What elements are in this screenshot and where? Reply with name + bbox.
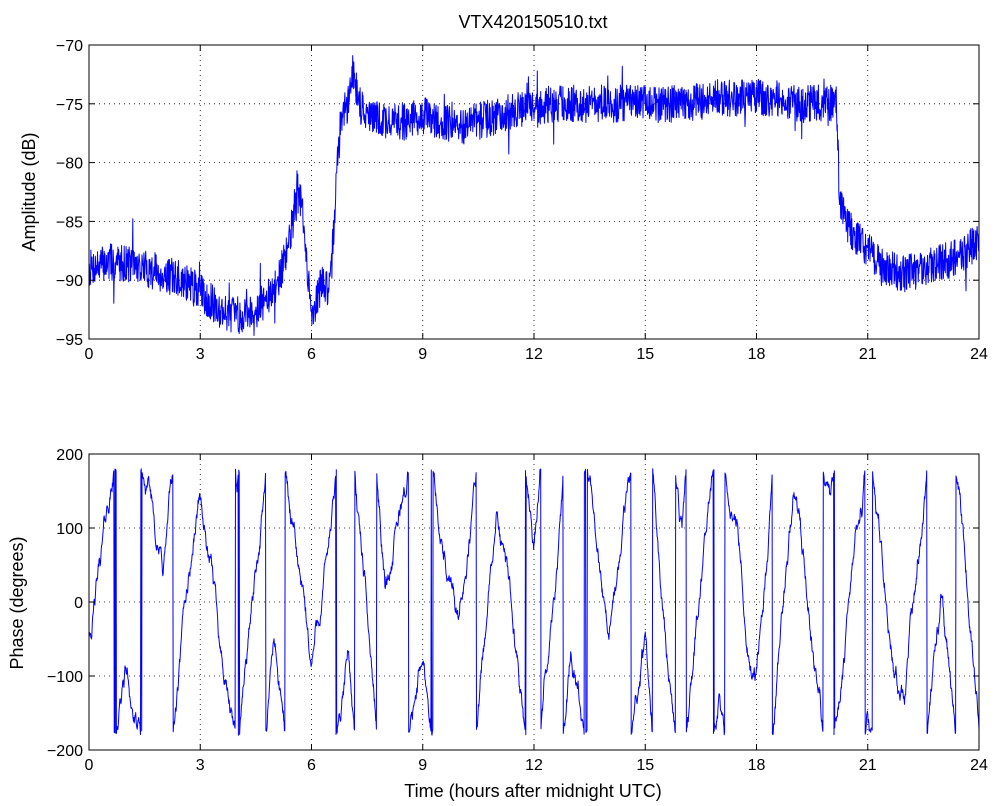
amplitude-ytick-label: −90	[56, 273, 83, 290]
amplitude-ytick-label: −75	[56, 97, 83, 114]
phase-trace-layer	[88, 468, 980, 736]
phase-series-line	[88, 468, 980, 736]
phase-ytick-label: 0	[74, 595, 83, 612]
amplitude-frame	[88, 44, 980, 340]
amplitude-ytick-label: −70	[56, 38, 83, 55]
amplitude-xtick-label: 21	[859, 346, 877, 363]
phase-axes: 0 3 6 9 12 15 18 21 24 −200 −100 0 100 200 Time (hour…	[7, 447, 988, 801]
amplitude-xtick-label: 12	[525, 346, 543, 363]
phase-xtick-label: 24	[970, 757, 988, 774]
phase-ticks: 0 3 6 9 12 15 18 21 24 −200 −100 0 100 200	[47, 447, 988, 774]
phase-ytick-label: 200	[56, 447, 83, 464]
phase-ylabel: Phase (degrees)	[7, 536, 27, 669]
amplitude-axes: 0 3 6 9 12 15 18 21 24 −95 −90 −85 −80 −75 −70 VTX4201…	[19, 12, 988, 363]
phase-ytick-label: −200	[47, 743, 83, 760]
amplitude-series-line	[88, 55, 980, 336]
phase-xtick-label: 3	[196, 757, 205, 774]
amplitude-xtick-label: 6	[307, 346, 316, 363]
amplitude-trace-layer	[88, 55, 980, 336]
chart-title: VTX420150510.txt	[458, 12, 607, 32]
amplitude-xtick-label: 15	[636, 346, 654, 363]
phase-xtick-label: 18	[748, 757, 766, 774]
phase-ytick-label: 100	[56, 521, 83, 538]
phase-ytick-label: −100	[47, 669, 83, 686]
amplitude-xtick-label: 0	[85, 346, 94, 363]
amplitude-xtick-label: 9	[418, 346, 427, 363]
amplitude-ticks: 0 3 6 9 12 15 18 21 24 −95 −90 −85 −80 −75 −70	[56, 38, 988, 363]
amplitude-xtick-label: 24	[970, 346, 988, 363]
phase-xtick-label: 12	[525, 757, 543, 774]
amplitude-ytick-label: −85	[56, 214, 83, 231]
phase-xtick-label: 0	[85, 757, 94, 774]
phase-xtick-label: 9	[418, 757, 427, 774]
phase-xlabel: Time (hours after midnight UTC)	[404, 781, 661, 801]
amplitude-ytick-label: −95	[56, 332, 83, 349]
phase-xtick-label: 21	[859, 757, 877, 774]
amplitude-grid	[89, 45, 979, 339]
amplitude-ylabel: Amplitude (dB)	[19, 132, 39, 251]
phase-grid	[89, 454, 979, 750]
phase-xtick-label: 15	[636, 757, 654, 774]
amplitude-ytick-label: −80	[56, 156, 83, 173]
amplitude-xtick-label: 3	[196, 346, 205, 363]
amplitude-xtick-label: 18	[748, 346, 766, 363]
phase-xtick-label: 6	[307, 757, 316, 774]
